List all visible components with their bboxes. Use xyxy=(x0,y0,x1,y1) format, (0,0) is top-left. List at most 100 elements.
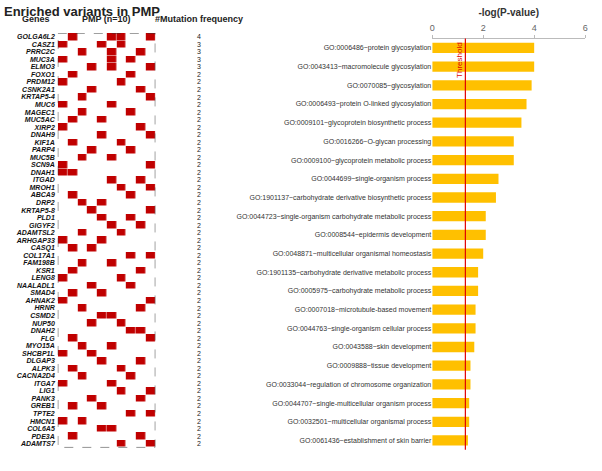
svg-text:AHNAK2: AHNAK2 xyxy=(25,297,55,304)
svg-text:ADAMTSL2: ADAMTSL2 xyxy=(16,229,55,236)
svg-text:GIGYF2: GIGYF2 xyxy=(29,222,55,229)
svg-text:CACNA2D4: CACNA2D4 xyxy=(17,372,55,379)
svg-text:ITGAD: ITGAD xyxy=(33,176,55,183)
svg-text:KRTAP5-4: KRTAP5-4 xyxy=(21,93,55,100)
svg-text:2: 2 xyxy=(197,214,201,221)
svg-text:2: 2 xyxy=(197,410,201,417)
svg-text:2: 2 xyxy=(197,365,201,372)
svg-text:2: 2 xyxy=(197,244,201,251)
svg-text:KRTAP5-8: KRTAP5-8 xyxy=(21,207,55,214)
svg-text:GO:0005975~carbohydrate metabo: GO:0005975~carbohydrate metabolic proces… xyxy=(288,287,432,295)
svg-text:2: 2 xyxy=(197,312,201,319)
svg-text:GO:0043588~skin development: GO:0043588~skin development xyxy=(333,343,432,351)
svg-text:2: 2 xyxy=(197,237,201,244)
svg-text:GO:0033044~regulation of chrom: GO:0033044~regulation of chromosome orga… xyxy=(266,381,431,389)
svg-text:KSR1: KSR1 xyxy=(36,267,55,274)
svg-text:2: 2 xyxy=(197,191,201,198)
svg-text:2: 2 xyxy=(197,372,201,379)
svg-text:2: 2 xyxy=(197,222,201,229)
svg-text:2: 2 xyxy=(197,418,201,425)
svg-text:2: 2 xyxy=(197,282,201,289)
svg-text:2: 2 xyxy=(197,425,201,432)
svg-text:2: 2 xyxy=(197,78,201,85)
svg-text:PDE3A: PDE3A xyxy=(31,433,54,440)
svg-text:GO:0009100~glycoprotein metabo: GO:0009100~glycoprotein metabolic proces… xyxy=(291,157,432,165)
svg-text:HRNR: HRNR xyxy=(35,304,55,311)
svg-text:ABCA9: ABCA9 xyxy=(30,191,55,198)
svg-text:CASZ1: CASZ1 xyxy=(32,41,55,48)
svg-text:PRDM12: PRDM12 xyxy=(26,78,55,85)
svg-text:GO:0070085~glycosylation: GO:0070085~glycosylation xyxy=(347,82,431,90)
svg-text:CSNK2A1: CSNK2A1 xyxy=(22,86,55,93)
svg-text:2: 2 xyxy=(197,440,201,447)
svg-text:CASQ1: CASQ1 xyxy=(31,244,55,252)
svg-text:GO:0007018~microtubule-based m: GO:0007018~microtubule-based movement xyxy=(295,306,431,313)
svg-text:2: 2 xyxy=(197,335,201,342)
svg-text:GO:0032501~multicellular organ: GO:0032501~multicellular organismal proc… xyxy=(287,418,431,426)
svg-text:GO:0048871~multicellular organ: GO:0048871~multicellular organismal home… xyxy=(273,250,432,258)
svg-text:NUP50: NUP50 xyxy=(32,320,55,327)
svg-text:CSMD2: CSMD2 xyxy=(30,312,55,319)
svg-text:GO:0008544~epidermis developme: GO:0008544~epidermis development xyxy=(315,231,432,239)
svg-text:GO:1901135~carbohydrate deriva: GO:1901135~carbohydrate derivative metab… xyxy=(256,269,431,277)
svg-text:MROH1: MROH1 xyxy=(30,184,55,191)
svg-text:2: 2 xyxy=(197,71,201,78)
svg-text:2: 2 xyxy=(197,176,201,183)
svg-text:SHCBP1L: SHCBP1L xyxy=(22,350,55,357)
svg-text:2: 2 xyxy=(197,101,201,108)
svg-text:2: 2 xyxy=(197,433,201,440)
svg-text:PANK3: PANK3 xyxy=(32,395,55,402)
svg-text:MUC6: MUC6 xyxy=(35,101,55,108)
svg-text:GO:0009888~tissue development: GO:0009888~tissue development xyxy=(327,362,432,370)
svg-text:GO:0044723~single-organism car: GO:0044723~single-organism carbohydrate … xyxy=(236,213,431,221)
svg-text:NAALADL1: NAALADL1 xyxy=(17,282,55,289)
svg-text:GREB1: GREB1 xyxy=(31,402,55,409)
svg-text:COL6A5: COL6A5 xyxy=(27,425,55,432)
svg-text:2: 2 xyxy=(197,184,201,191)
svg-text:2: 2 xyxy=(197,116,201,123)
svg-text:GO:0016266~O-glycan processing: GO:0016266~O-glycan processing xyxy=(323,138,431,146)
svg-text:ITGA7: ITGA7 xyxy=(34,380,56,387)
svg-text:HMCN1: HMCN1 xyxy=(30,418,55,425)
svg-text:2: 2 xyxy=(197,146,201,153)
svg-text:GO:0043413~macromolecule glyco: GO:0043413~macromolecule glycosylation xyxy=(298,63,432,71)
svg-text:TPTE2: TPTE2 xyxy=(33,410,55,417)
svg-text:DNAH9: DNAH9 xyxy=(31,131,55,138)
svg-text:2: 2 xyxy=(197,380,201,387)
svg-text:Threshold: Threshold xyxy=(455,42,464,78)
svg-text:2: 2 xyxy=(197,357,201,364)
svg-text:2: 2 xyxy=(197,161,201,168)
svg-text:GO:0009101~glycoprotein biosyn: GO:0009101~glycoprotein biosynthetic pro… xyxy=(284,119,432,127)
svg-text:PMP (n=10): PMP (n=10) xyxy=(82,14,131,24)
svg-text:2: 2 xyxy=(197,402,201,409)
svg-text:PRRC2C: PRRC2C xyxy=(26,48,56,55)
svg-text:COL17A1: COL17A1 xyxy=(23,252,55,259)
svg-text:XIRP2: XIRP2 xyxy=(34,124,55,131)
svg-text:GOLGA6L2: GOLGA6L2 xyxy=(17,33,55,40)
svg-text:MYO15A: MYO15A xyxy=(26,342,55,349)
svg-text:2: 2 xyxy=(197,94,201,101)
svg-text:3: 3 xyxy=(197,56,201,63)
svg-text:PARP4: PARP4 xyxy=(32,146,55,153)
svg-text:2: 2 xyxy=(197,327,201,334)
svg-text:FLG: FLG xyxy=(41,335,56,342)
svg-text:2: 2 xyxy=(197,154,201,161)
svg-text:#Mutation frequency: #Mutation frequency xyxy=(155,14,243,24)
svg-text:2: 2 xyxy=(197,199,201,206)
svg-text:3: 3 xyxy=(197,63,201,70)
svg-text:2: 2 xyxy=(197,207,201,214)
svg-text:2: 2 xyxy=(197,229,201,236)
svg-text:4: 4 xyxy=(532,23,537,33)
svg-text:MUC5B: MUC5B xyxy=(30,154,55,161)
svg-text:4: 4 xyxy=(197,33,201,40)
svg-text:2: 2 xyxy=(197,131,201,138)
svg-text:2: 2 xyxy=(197,342,201,349)
svg-text:GO:0044707~single-multicellula: GO:0044707~single-multicellular organism… xyxy=(272,400,431,408)
svg-text:ELMO3: ELMO3 xyxy=(31,63,55,70)
svg-text:2: 2 xyxy=(481,23,486,33)
svg-text:2: 2 xyxy=(197,86,201,93)
svg-text:2: 2 xyxy=(197,139,201,146)
svg-text:FOXO1: FOXO1 xyxy=(31,71,55,78)
svg-text:GO:0006493~protein O-linked gl: GO:0006493~protein O-linked glycosylatio… xyxy=(296,100,432,108)
svg-text:2: 2 xyxy=(197,259,201,266)
